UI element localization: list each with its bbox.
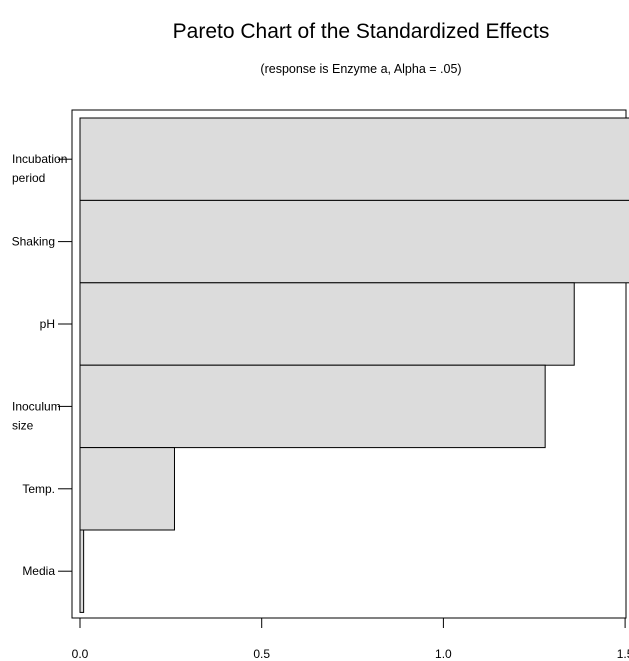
- chart-title: Pareto Chart of the Standardized Effects: [173, 20, 550, 43]
- x-tick-label-3: 1.5: [617, 647, 629, 661]
- bar-4: [79, 447, 175, 531]
- y-tick-label-0-line-1: period: [12, 171, 45, 185]
- bar-5: [79, 529, 85, 613]
- y-tick-label-5: Media: [22, 564, 55, 578]
- bar-0: [79, 117, 629, 201]
- bar-1: [79, 199, 629, 284]
- y-tick-label-1: Shaking: [12, 235, 55, 249]
- bar-3: [79, 364, 546, 449]
- x-tick-label-1: 0.5: [253, 647, 270, 661]
- y-tick-label-3-line-1: size: [12, 418, 34, 432]
- x-tick-label-0: 0.0: [72, 647, 89, 661]
- y-tick-label-4: Temp.: [22, 482, 55, 496]
- plot-frame: [71, 109, 627, 619]
- x-axis: 0.00.51.01.52.02.5: [72, 618, 629, 661]
- y-tick-label-0-line-0: Incubation: [12, 152, 67, 166]
- bar-2: [79, 282, 575, 366]
- y-tick-label-3-line-0: Inoculum: [12, 399, 61, 413]
- chart-subtitle: (response is Enzyme a, Alpha = .05): [260, 62, 461, 76]
- x-tick-label-2: 1.0: [435, 647, 452, 661]
- bars-layer: [79, 117, 629, 613]
- y-tick-label-2: pH: [40, 317, 55, 331]
- y-axis: Incubation period Shaking pH Inoculum size Tem…: [12, 152, 72, 578]
